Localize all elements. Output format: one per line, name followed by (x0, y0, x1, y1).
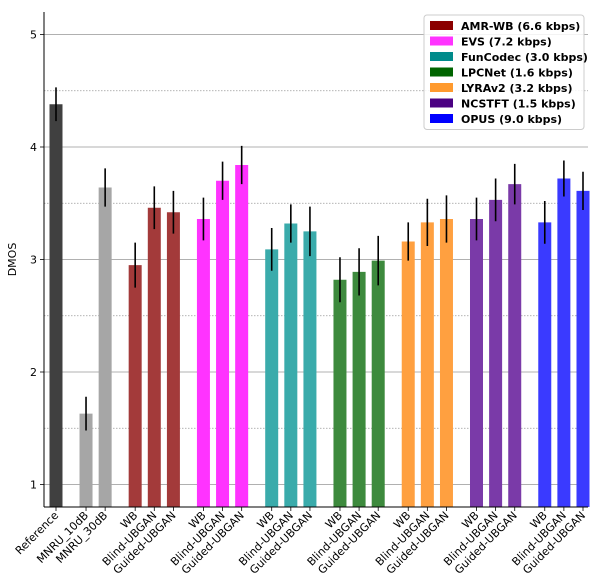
bar-amrwb-3 (128, 265, 142, 507)
bar-funcodec-10 (284, 223, 298, 507)
legend-entry-label: EVS (7.2 kbps) (461, 36, 552, 49)
legend-swatch (430, 52, 453, 61)
bar-funcodec-9 (265, 249, 279, 507)
bar-lyra-17 (439, 219, 453, 507)
bar-ncstft-18 (469, 219, 483, 507)
bar-lyra-15 (401, 241, 415, 507)
bar-ncstft-20 (508, 184, 522, 507)
bar-lyra-16 (420, 222, 434, 507)
bar-evs-8 (235, 165, 249, 507)
bar-evs-7 (216, 180, 230, 507)
y-tick-label: 1 (30, 479, 37, 492)
bar-ncstft-19 (489, 199, 503, 507)
y-axis-label: DMOS (6, 243, 19, 277)
bar-lpcnet-12 (333, 279, 347, 507)
legend-swatch (430, 83, 453, 92)
legend-entry-label: NCSTFT (1.5 kbps) (461, 98, 576, 111)
legend-swatch (430, 98, 453, 108)
bar-amrwb-4 (147, 207, 161, 507)
bar-lpcnet-14 (371, 260, 385, 507)
bar-reference-0 (49, 104, 63, 507)
legend-entry-label: FunCodec (3.0 kbps) (461, 51, 588, 64)
legend-entry-label: AMR-WB (6.6 kbps) (461, 20, 580, 33)
bar-opus-21 (538, 222, 552, 507)
bar-opus-22 (557, 178, 571, 507)
bar-lpcnet-13 (352, 271, 366, 507)
legend-entry-label: OPUS (9.0 kbps) (461, 113, 562, 126)
bar-evs-6 (196, 219, 210, 507)
y-tick-label: 3 (30, 254, 37, 267)
bar-funcodec-11 (303, 231, 317, 507)
legend-entry-label: LYRAv2 (3.2 kbps) (461, 82, 573, 95)
legend-box (423, 14, 585, 130)
bar-mnru-2 (98, 187, 112, 507)
legend-swatch (430, 67, 453, 77)
bar-mnru-1 (79, 413, 93, 507)
bar-opus-23 (576, 190, 590, 507)
legend-swatch (430, 114, 453, 123)
y-tick-label: 5 (30, 29, 37, 42)
legend-swatch (430, 21, 453, 30)
legend-swatch (430, 36, 453, 46)
y-tick-label: 2 (30, 366, 37, 379)
y-tick-label: 4 (30, 141, 37, 154)
bar-amrwb-5 (166, 212, 180, 507)
legend-entry-label: LPCNet (1.6 kbps) (461, 67, 573, 80)
